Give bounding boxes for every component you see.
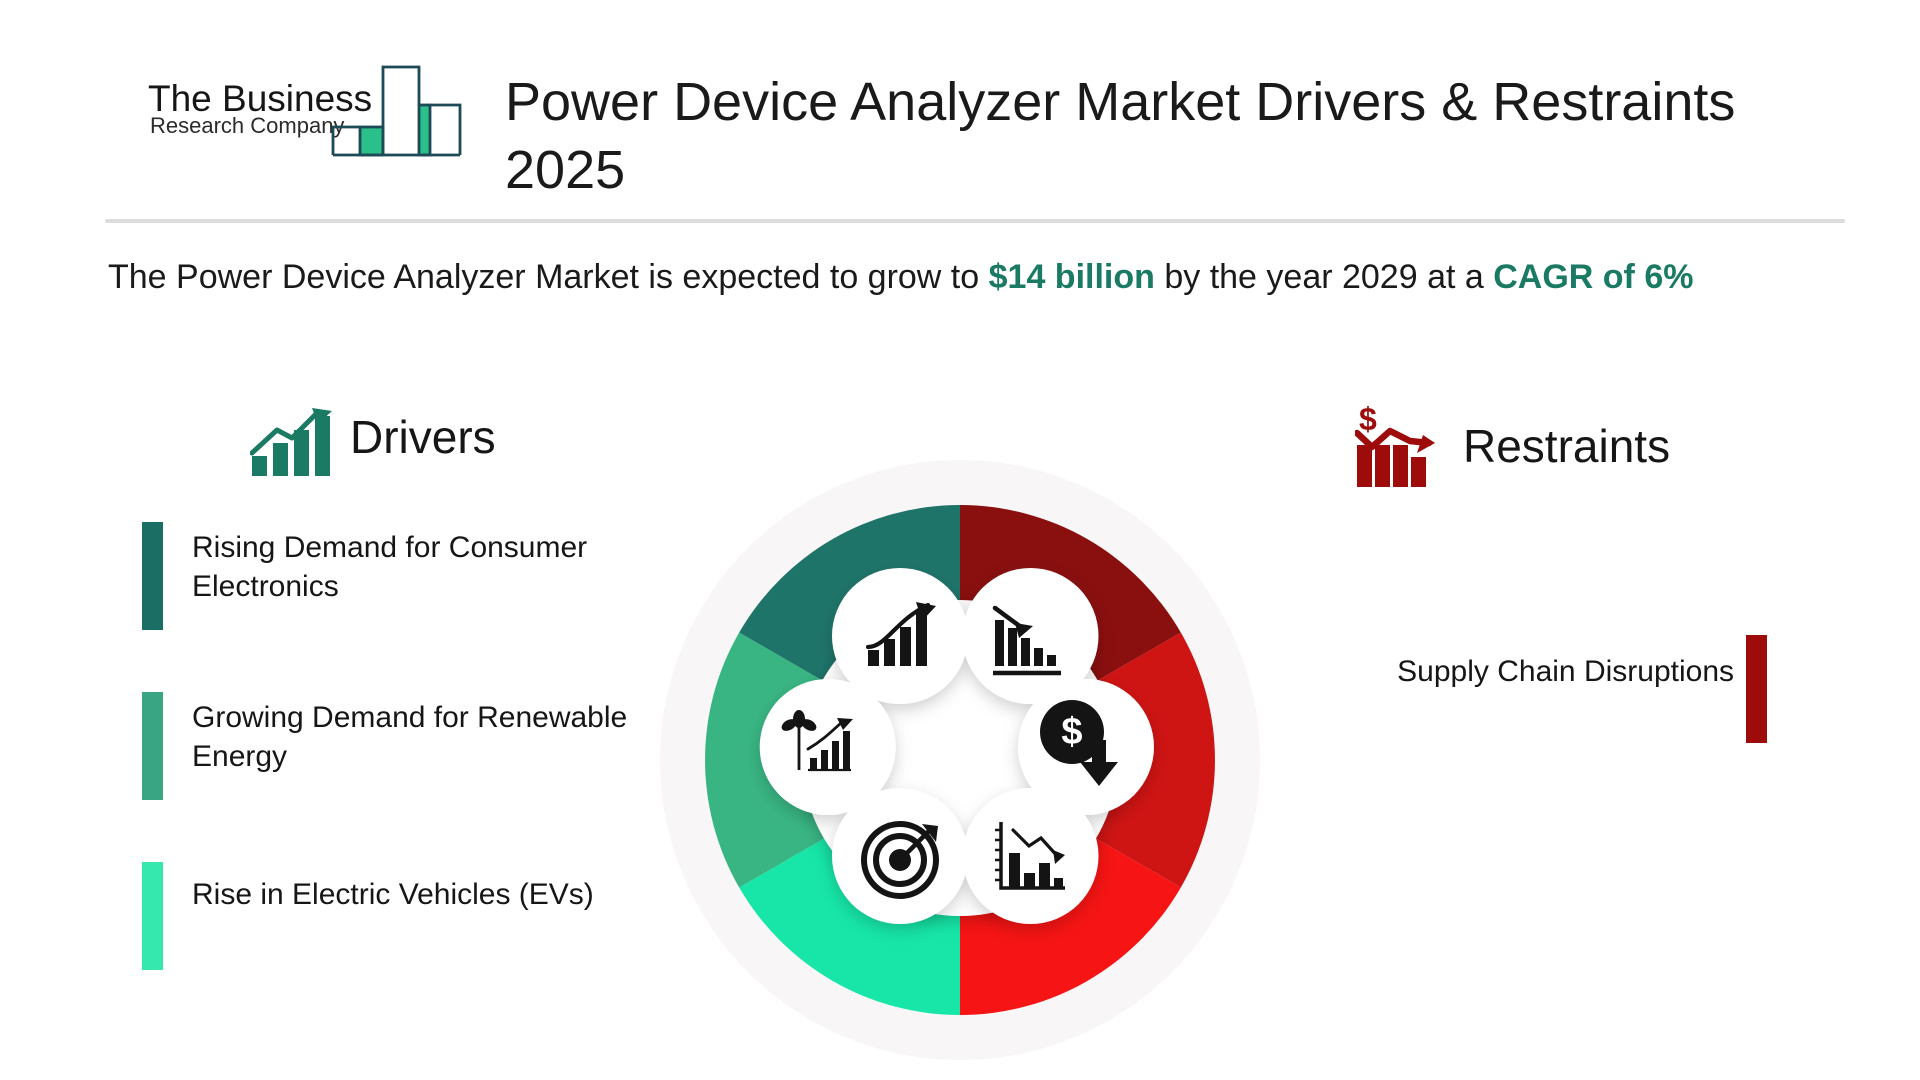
- svg-text:$: $: [1061, 711, 1082, 753]
